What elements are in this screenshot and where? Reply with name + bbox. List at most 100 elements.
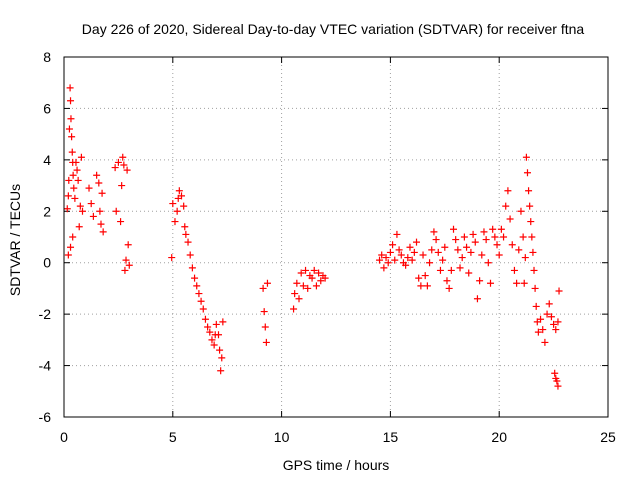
data-point [65, 125, 73, 133]
data-point [67, 97, 75, 105]
data-point [378, 251, 386, 259]
data-point [520, 279, 528, 287]
data-point [64, 192, 72, 200]
data-point [510, 266, 518, 274]
data-point [184, 238, 192, 246]
data-point [384, 259, 392, 267]
data-point [404, 254, 412, 262]
data-point [67, 115, 75, 123]
y-tick-label: 4 [43, 152, 51, 168]
data-point [419, 251, 427, 259]
data-point [173, 207, 181, 215]
data-point [513, 279, 521, 287]
data-point [541, 338, 549, 346]
data-point [489, 225, 497, 233]
data-point [315, 269, 323, 277]
data-point [78, 207, 86, 215]
data-point [290, 305, 298, 313]
data-point [219, 318, 227, 326]
data-point [545, 300, 553, 308]
data-point [391, 256, 399, 264]
data-point [508, 241, 516, 249]
data-point [199, 305, 207, 313]
data-point [432, 236, 440, 244]
x-tick-label: 20 [491, 429, 507, 445]
data-point [458, 254, 466, 262]
data-point [93, 171, 101, 179]
data-point [397, 251, 405, 259]
data-point [64, 251, 72, 259]
data-point [504, 187, 512, 195]
data-point [537, 315, 545, 323]
y-tick-label: -6 [39, 409, 52, 425]
data-point [122, 256, 130, 264]
data-point [68, 148, 76, 156]
data-point [214, 331, 222, 339]
tick-labels: 0 5 10 15 20 25 -6 -4 -2 0 2 4 6 8 [39, 49, 616, 445]
data-point [527, 218, 535, 226]
data-point [208, 336, 216, 344]
data-point [262, 338, 270, 346]
data-point [423, 282, 431, 290]
data-point [317, 277, 325, 285]
data-point [217, 367, 225, 375]
data-point [69, 233, 77, 241]
data-point [69, 171, 77, 179]
data-point [180, 202, 188, 210]
data-point [441, 243, 449, 251]
data-series-sdtvar [63, 84, 563, 390]
data-point [212, 320, 220, 328]
data-point [547, 313, 555, 321]
data-point [123, 166, 131, 174]
data-point [98, 189, 106, 197]
data-point [304, 284, 312, 292]
data-point [73, 166, 81, 174]
data-point [218, 354, 226, 362]
data-point [259, 284, 267, 292]
data-point [117, 218, 125, 226]
data-point [386, 248, 394, 256]
data-point [517, 207, 525, 215]
data-point [376, 256, 384, 264]
data-point [181, 223, 189, 231]
data-point [529, 248, 537, 256]
data-point [112, 207, 120, 215]
y-tick-label: 8 [43, 49, 51, 65]
data-point [312, 282, 320, 290]
data-point [121, 266, 129, 274]
data-point [539, 326, 547, 334]
data-point [506, 215, 514, 223]
data-point [74, 176, 82, 184]
x-axis-label: GPS time / hours [283, 457, 390, 473]
data-point [553, 377, 561, 385]
data-point [260, 308, 268, 316]
data-point [68, 133, 76, 141]
data-point [480, 228, 488, 236]
data-point [77, 153, 85, 161]
data-point [114, 158, 122, 166]
data-point [469, 230, 477, 238]
data-point [460, 233, 468, 241]
data-point [389, 241, 397, 249]
data-point [382, 254, 390, 262]
data-point [111, 164, 119, 172]
data-point [515, 246, 523, 254]
data-point [473, 295, 481, 303]
data-point [302, 266, 310, 274]
data-point [168, 254, 176, 262]
data-point [428, 246, 436, 254]
data-point [85, 184, 93, 192]
data-point [454, 246, 462, 254]
y-tick-label: 6 [43, 100, 51, 116]
data-point [89, 212, 97, 220]
data-point [70, 184, 78, 192]
data-point [436, 266, 444, 274]
data-point [175, 187, 183, 195]
data-point [63, 205, 71, 213]
y-axis-label: SDTVAR / TECUs [7, 184, 23, 296]
x-tick-label: 5 [169, 429, 177, 445]
data-point [406, 243, 414, 251]
plot-frame [63, 56, 609, 418]
data-point [204, 323, 212, 331]
data-point [395, 246, 403, 254]
